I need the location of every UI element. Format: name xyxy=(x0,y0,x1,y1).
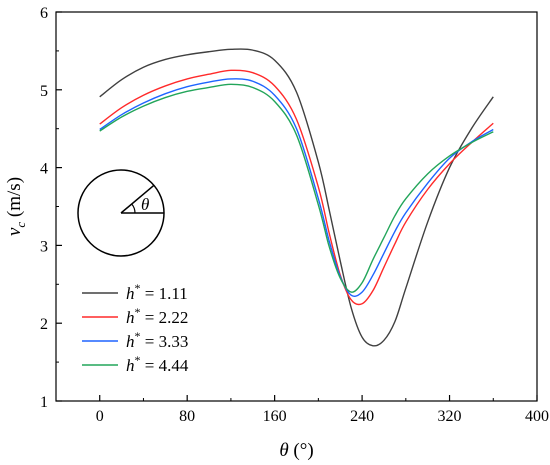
y-axis-subscript: c xyxy=(13,222,28,228)
inset-angle-arc xyxy=(131,203,136,214)
x-tick-label: 80 xyxy=(179,408,195,425)
x-tick-label: 0 xyxy=(96,408,104,425)
series-line-4 xyxy=(99,83,494,293)
inset-angle-label: θ xyxy=(141,195,149,214)
legend-label-superscript: * xyxy=(135,329,141,343)
legend-label-value: = 1.11 xyxy=(141,284,188,303)
legend-label-variable: h xyxy=(126,332,135,351)
y-axis-title: vc (m/s) xyxy=(4,177,28,236)
x-tick-label: 160 xyxy=(263,408,287,425)
legend-label-variable: h xyxy=(126,356,135,375)
y-tick-label: 2 xyxy=(40,316,48,333)
inset-radius-angled xyxy=(120,184,155,214)
x-tick-label: 320 xyxy=(438,408,462,425)
series-line-1 xyxy=(99,48,494,347)
x-axis-title: θ (°) xyxy=(279,440,313,461)
legend: h* = 1.11h* = 2.22h* = 3.33h* = 4.44 xyxy=(82,281,189,375)
legend-label-1: h* = 1.11 xyxy=(126,281,188,303)
y-tick-label: 6 xyxy=(40,5,48,22)
legend-label-4: h* = 4.44 xyxy=(126,353,189,375)
y-tick-label: 3 xyxy=(40,238,48,255)
y-axis-unit: (m/s) xyxy=(4,177,25,222)
y-tick-label: 5 xyxy=(40,83,48,100)
series-layer xyxy=(99,48,494,347)
legend-label-value: = 4.44 xyxy=(141,356,189,375)
y-axis-symbol: v xyxy=(4,227,25,236)
legend-label-3: h* = 3.33 xyxy=(126,329,188,351)
x-tick-label: 240 xyxy=(350,408,374,425)
legend-label-value: = 2.22 xyxy=(141,308,189,327)
angle-inset-diagram: θ xyxy=(77,169,165,257)
y-tick-label: 1 xyxy=(40,394,48,411)
legend-label-2: h* = 2.22 xyxy=(126,305,188,327)
series-line-2 xyxy=(99,69,494,306)
x-tick-label: 400 xyxy=(525,408,549,425)
x-axis-unit: (°) xyxy=(289,440,314,461)
legend-label-superscript: * xyxy=(135,305,141,319)
legend-label-variable: h xyxy=(126,284,135,303)
x-axis-symbol: θ xyxy=(279,440,288,461)
axis-ticks: 0 80 160 240 320 400 1 2 3 4 5 6 xyxy=(40,5,549,425)
y-tick-label: 4 xyxy=(40,161,48,178)
legend-label-superscript: * xyxy=(135,353,141,367)
legend-label-superscript: * xyxy=(135,281,141,295)
legend-label-value: = 3.33 xyxy=(141,332,189,351)
series-line-3 xyxy=(99,78,494,297)
legend-label-variable: h xyxy=(126,308,135,327)
